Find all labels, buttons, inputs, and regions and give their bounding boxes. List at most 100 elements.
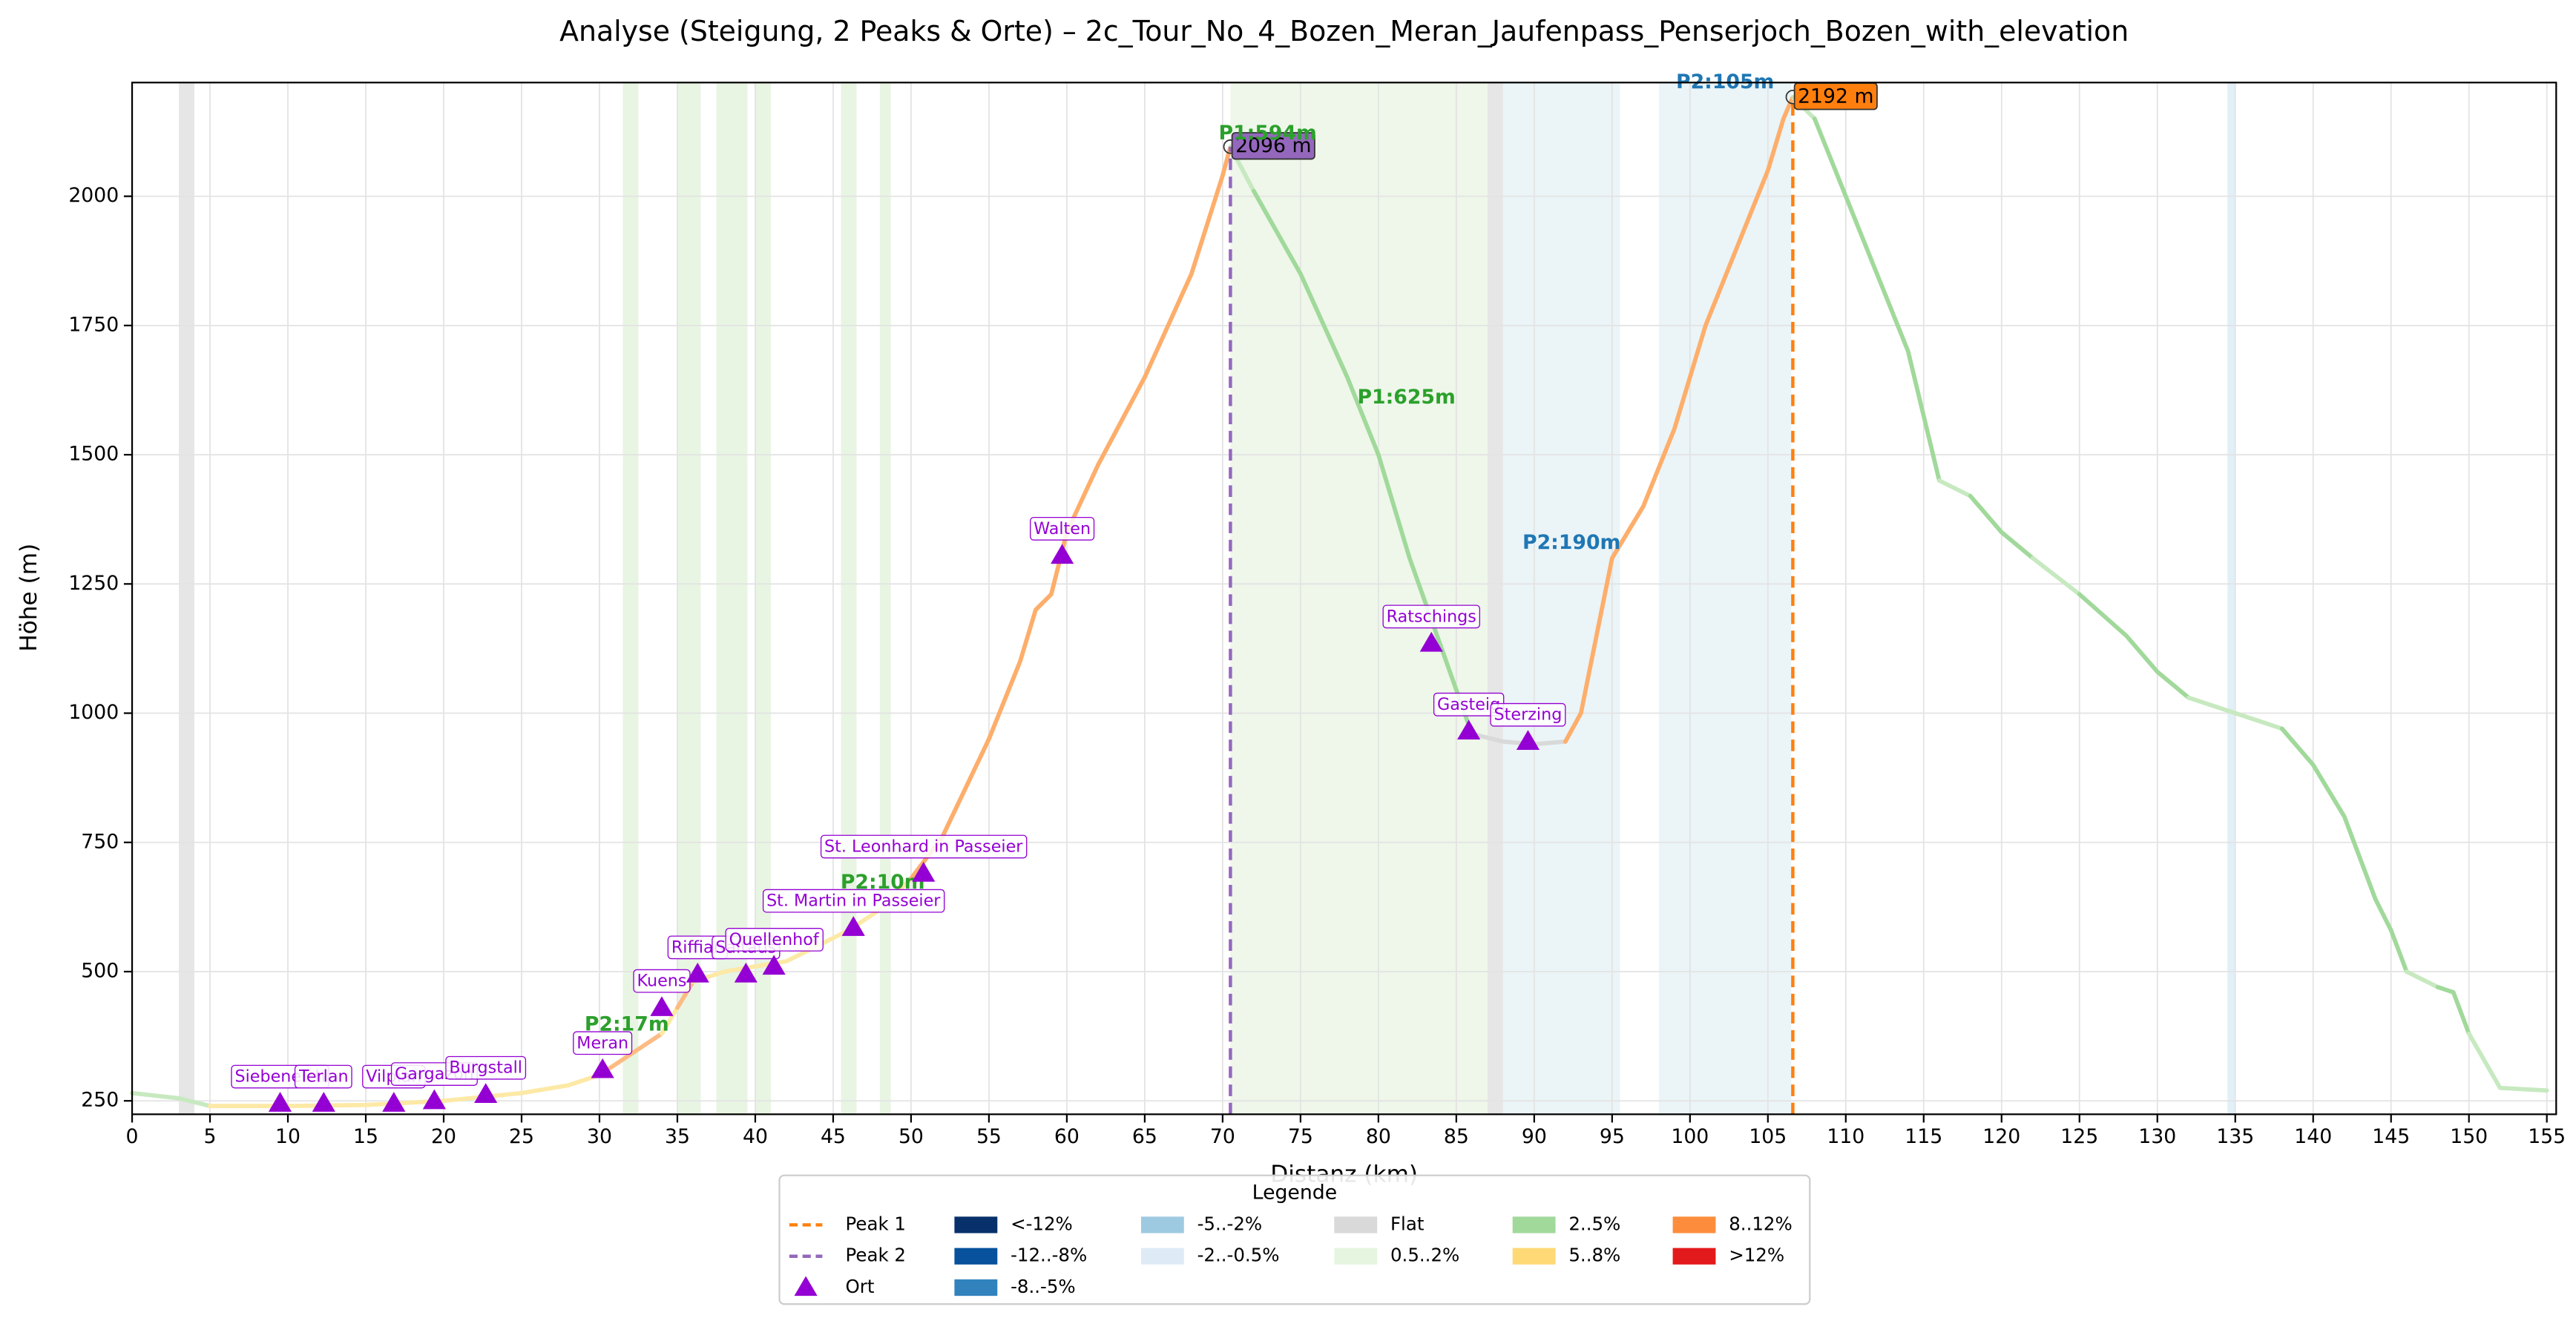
- x-tick-label: 5: [204, 1125, 217, 1148]
- elevation-line: [1968, 493, 2035, 561]
- ort-label: Meran: [576, 1033, 628, 1052]
- ort-label: Burgstall: [449, 1058, 522, 1078]
- elevation-line: [2030, 556, 2082, 597]
- legend-label: <-12%: [1011, 1213, 1073, 1234]
- ort-marker: [382, 1092, 406, 1112]
- y-tick-label: 250: [81, 1089, 119, 1112]
- ort-label-box: [762, 889, 945, 913]
- legend-swatch: [1140, 1216, 1184, 1233]
- ort-marker: [1051, 544, 1074, 564]
- ort-label-box: [445, 1055, 527, 1080]
- grade-band: [1502, 82, 1620, 1115]
- annotation: P1:625m: [1357, 386, 1455, 409]
- annotation: P2:190m: [1522, 531, 1620, 554]
- ort-label: St. Martin in Passeier: [766, 892, 941, 911]
- legend-label: >12%: [1729, 1245, 1784, 1266]
- x-tick-label: 145: [2372, 1125, 2410, 1148]
- ort-marker: [1516, 730, 1540, 750]
- ort-marker: [268, 1092, 292, 1112]
- y-tick-label: 2000: [68, 184, 119, 207]
- legend-swatch: [1672, 1216, 1716, 1233]
- elevation-line: [2435, 984, 2471, 1036]
- ort-label-box: [573, 1031, 633, 1055]
- grade-band: [622, 82, 639, 1115]
- elevation-line: [1251, 188, 1474, 737]
- legend-title: Legende: [1252, 1182, 1337, 1205]
- grade-band: [716, 82, 748, 1115]
- elevation-line: [1563, 94, 1795, 744]
- x-tick-label: 100: [1671, 1125, 1709, 1148]
- legend-swatch: [954, 1279, 998, 1296]
- ort-marker: [734, 962, 758, 983]
- ort-marker: [1419, 631, 1443, 652]
- elevation-line: [1936, 478, 1973, 498]
- x-tick-label: 80: [1366, 1125, 1391, 1148]
- x-tick-label: 15: [353, 1125, 378, 1148]
- legend-label: Ort: [846, 1276, 875, 1297]
- x-tick-label: 65: [1132, 1125, 1157, 1148]
- x-tick-label: 85: [1444, 1125, 1469, 1148]
- x-tick-label: 110: [1827, 1125, 1864, 1148]
- x-tick-label: 60: [1054, 1125, 1080, 1148]
- x-tick-label: 30: [587, 1125, 612, 1148]
- x-tick-label: 125: [2060, 1125, 2098, 1148]
- legend-ort-marker: [794, 1276, 818, 1296]
- x-tick-label: 25: [509, 1125, 534, 1148]
- x-tick-label: 75: [1288, 1125, 1313, 1148]
- ort-label-box: [294, 1064, 352, 1089]
- peak-label: 2192 m: [1798, 85, 1873, 108]
- x-tick-label: 140: [2294, 1125, 2332, 1148]
- ort-marker: [591, 1058, 614, 1078]
- ort-label: Terlan: [298, 1067, 349, 1087]
- ort-label-box: [725, 928, 824, 952]
- ort-marker: [686, 962, 709, 983]
- legend-swatch: [1672, 1248, 1716, 1265]
- ort-label: St. Leonhard in Passeier: [824, 837, 1023, 856]
- elevation-line: [2466, 1031, 2549, 1093]
- legend-swatch: [954, 1248, 998, 1265]
- x-tick-label: 150: [2450, 1125, 2488, 1148]
- legend-label: -12..-8%: [1011, 1245, 1087, 1266]
- elevation-line: [1469, 731, 1568, 747]
- legend-label: 5..8%: [1568, 1245, 1620, 1266]
- ort-marker: [912, 861, 936, 882]
- ort-label-box: [820, 834, 1028, 859]
- ort-label-box: [1490, 702, 1566, 727]
- chart-title: Analyse (Steigung, 2 Peaks & Orte) – 2c_…: [559, 15, 2129, 47]
- y-tick-label: 1750: [68, 313, 119, 336]
- grade-band: [179, 82, 195, 1115]
- legend: Legende Peak 1 Peak 2 Ort <-12% -12..-8% -8..-…: [778, 1174, 1811, 1305]
- ort-marker: [650, 996, 674, 1016]
- x-tick-label: 95: [1600, 1125, 1625, 1148]
- ort-marker: [762, 955, 786, 975]
- elevation-line: [2404, 969, 2440, 989]
- ort-marker: [312, 1092, 335, 1112]
- legend-swatch: [954, 1216, 998, 1233]
- x-tick-label: 155: [2528, 1125, 2566, 1148]
- legend-label: -5..-2%: [1197, 1213, 1263, 1234]
- ort-marker: [841, 916, 865, 936]
- elevation-line: [2186, 695, 2284, 731]
- ort-label: Quellenhof: [729, 930, 820, 949]
- y-tick-label: 1000: [68, 701, 119, 724]
- legend-label: 8..12%: [1729, 1213, 1793, 1234]
- x-tick-label: 130: [2138, 1125, 2176, 1148]
- ort-label: Gasteig: [1437, 695, 1500, 714]
- grade-band: [1658, 82, 1792, 1115]
- ort-label: Kuens: [637, 972, 686, 991]
- y-tick-label: 1250: [68, 572, 119, 595]
- x-tick-label: 0: [126, 1125, 139, 1148]
- ort-label-box: [1382, 604, 1481, 629]
- ort-label: Walten: [1034, 519, 1091, 538]
- x-tick-label: 115: [1905, 1125, 1942, 1148]
- elevation-line: [1812, 116, 1942, 483]
- grade-band: [1487, 82, 1503, 1115]
- x-tick-label: 135: [2216, 1125, 2254, 1148]
- x-tick-label: 55: [976, 1125, 1002, 1148]
- grade-band: [879, 82, 891, 1115]
- elevation-line: [2279, 726, 2409, 974]
- x-tick-label: 90: [1522, 1125, 1547, 1148]
- grade-band: [755, 82, 771, 1115]
- legend-swatch: [1512, 1248, 1556, 1265]
- ort-label: Sterzing: [1494, 705, 1563, 725]
